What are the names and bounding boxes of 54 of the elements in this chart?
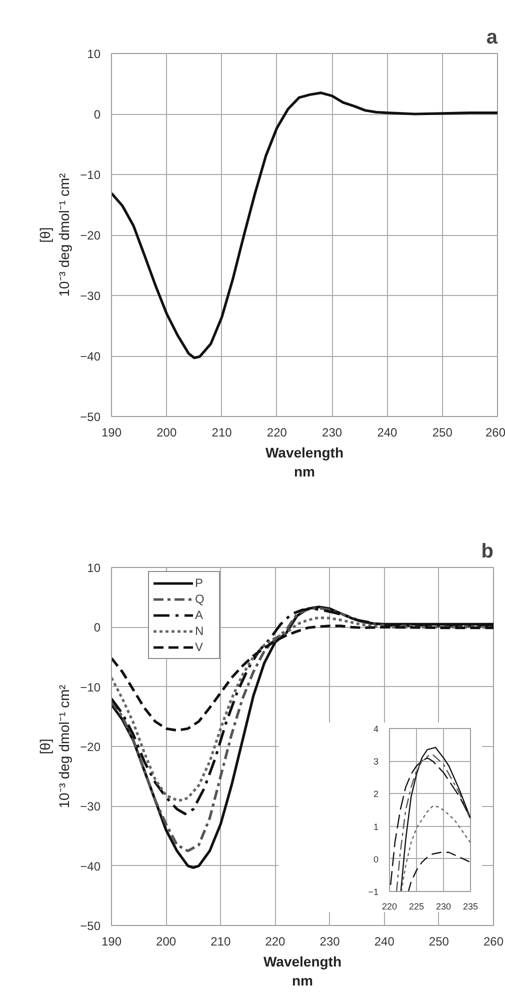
y-axis-title: [θ] 10⁻³ deg dmol⁻¹ cm² xyxy=(36,684,72,808)
x-tick-label: 240 xyxy=(374,934,395,949)
x-tick-label: 260 xyxy=(483,934,504,949)
y-tick-label: 1 xyxy=(373,822,379,832)
legend-label: N xyxy=(195,624,205,638)
chart-title: a xyxy=(486,26,498,48)
y-tick-label: 10 xyxy=(87,47,101,61)
y-tick-label: 0 xyxy=(94,108,101,122)
y-tick-label: 2 xyxy=(373,789,379,800)
y-tick-label: −40 xyxy=(80,350,101,364)
x-tick-label: 230 xyxy=(322,426,342,440)
x-tick-label: 230 xyxy=(320,934,340,949)
line-series xyxy=(408,852,470,892)
x-tick-label: 190 xyxy=(101,426,122,440)
x-tick-label: 250 xyxy=(432,426,453,440)
x-tick-label: 260 xyxy=(485,426,505,440)
y-tick-label: 10 xyxy=(87,561,101,576)
x-axis-title: Wavelength nm xyxy=(263,954,342,989)
y-tick-label: −10 xyxy=(80,680,101,694)
x-axis-title: Wavelength nm xyxy=(265,444,344,480)
x-tick-label: 210 xyxy=(210,934,231,949)
x-tick-label: 200 xyxy=(156,934,176,949)
y-tick-label: −10 xyxy=(80,168,101,182)
x-tick-label: 235 xyxy=(462,902,478,912)
x-tick-label: 220 xyxy=(382,902,398,912)
y-tick-label: 0 xyxy=(94,620,101,635)
x-tick-label: 220 xyxy=(265,934,286,949)
x-tick-label: 200 xyxy=(156,426,177,440)
x-tick-label: 250 xyxy=(428,934,450,949)
x-tick-label: 190 xyxy=(101,934,122,949)
chart-title: b xyxy=(481,540,494,563)
x-tick-label: 220 xyxy=(266,426,288,440)
y-axis-title: [θ] 10⁻³ deg dmol⁻¹ cm² xyxy=(36,172,72,297)
legend-label: A xyxy=(195,608,204,622)
legend-label: Q xyxy=(195,592,206,606)
y-tick-label: 0 xyxy=(373,854,379,864)
legend-label: V xyxy=(195,640,204,654)
y-tick-label: −1 xyxy=(368,887,379,897)
legend-label: P xyxy=(195,576,204,590)
y-tick-label: 3 xyxy=(373,756,379,767)
x-tick-label: 240 xyxy=(377,426,398,440)
y-tick-label: −40 xyxy=(80,859,101,874)
x-tick-label: 230 xyxy=(436,902,452,912)
line-series xyxy=(112,92,498,360)
x-tick-label: 225 xyxy=(408,902,424,912)
y-tick-label: −20 xyxy=(80,228,101,242)
y-tick-label: −30 xyxy=(80,289,101,303)
y-tick-label: −50 xyxy=(80,919,101,934)
y-tick-label: −30 xyxy=(80,800,101,814)
x-tick-label: 210 xyxy=(212,426,232,440)
y-tick-label: −20 xyxy=(80,740,101,754)
y-tick-label: 4 xyxy=(373,724,379,734)
line-series xyxy=(400,805,470,892)
y-tick-label: −50 xyxy=(80,410,101,424)
